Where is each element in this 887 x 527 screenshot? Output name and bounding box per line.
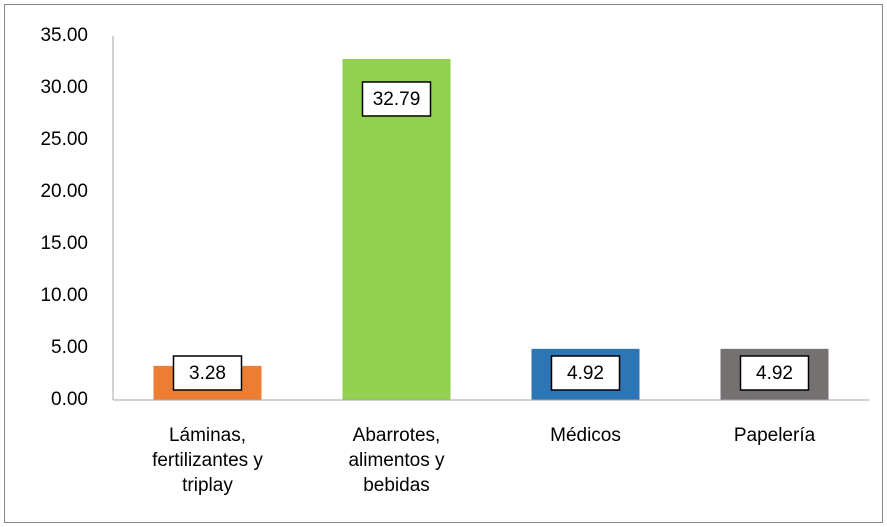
y-tick-label: 20.00 — [40, 181, 88, 202]
x-tick-label: Médicos — [550, 425, 621, 446]
value-label-box — [739, 355, 810, 391]
x-tick-label: Láminas, fertilizantes y triplay — [152, 425, 263, 496]
y-tick-label: 10.00 — [40, 285, 88, 306]
x-tick-label: Abarrotes, alimentos y bebidas — [348, 425, 445, 496]
x-tick-label: Papelería — [733, 425, 816, 446]
y-tick-label: 25.00 — [40, 129, 88, 150]
y-tick-label: 30.00 — [40, 77, 88, 98]
value-label-box — [550, 355, 621, 391]
value-label-box — [361, 81, 432, 117]
y-tick-label: 35.00 — [40, 25, 88, 46]
value-label: 3.28 — [189, 363, 226, 384]
y-tick-label: 5.00 — [51, 337, 88, 358]
value-label: 4.92 — [756, 363, 793, 384]
value-label-box — [172, 355, 243, 391]
value-label: 4.92 — [567, 363, 604, 384]
y-tick-label: 15.00 — [40, 233, 88, 254]
y-tick-label: 0.00 — [51, 389, 88, 410]
value-label: 32.79 — [373, 89, 421, 110]
